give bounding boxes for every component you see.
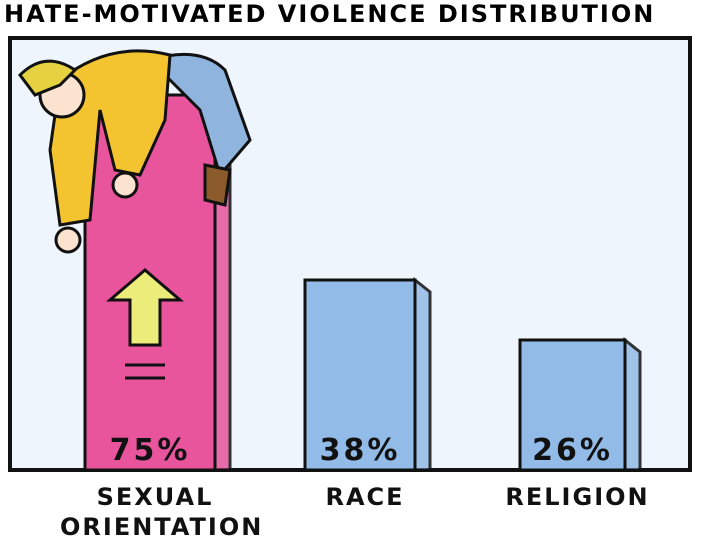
bar-side — [413, 276, 432, 472]
bar — [518, 338, 627, 472]
category-label: RELIGION — [505, 483, 650, 511]
cartoon-figure — [18, 49, 252, 380]
bar-side — [623, 336, 642, 472]
value-label: 38% — [320, 433, 401, 468]
bar — [303, 278, 417, 472]
value-label: 75% — [110, 433, 191, 468]
value-label: 26% — [532, 433, 613, 468]
category-label: RACE — [325, 483, 405, 511]
chart-title: HATE-MOTIVATED VIOLENCE DISTRIBUTION — [4, 0, 655, 28]
category-label: SEXUAL ORIENTATION — [60, 483, 264, 541]
